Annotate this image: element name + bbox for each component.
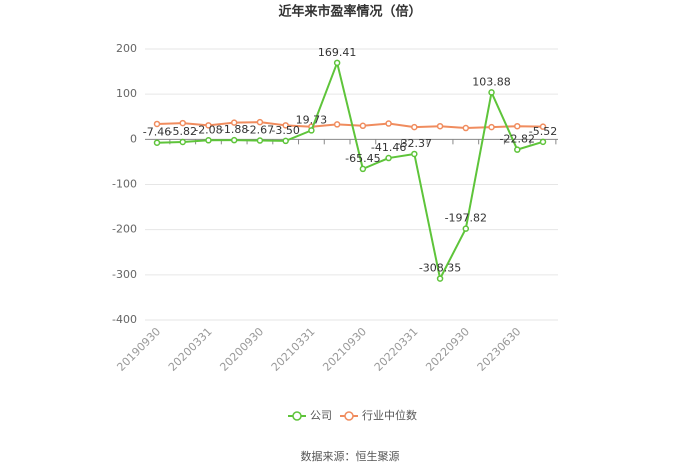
- source: 数据来源：恒生聚源: [301, 449, 400, 463]
- y-tick-label: -200: [112, 223, 137, 236]
- y-tick-label: -100: [112, 178, 137, 191]
- point: [153, 120, 161, 128]
- x-tick-label: 20220930: [423, 325, 472, 374]
- point: [333, 121, 341, 128]
- data-label: -308.35: [419, 262, 461, 275]
- x-tick-label: 20210331: [269, 325, 318, 374]
- data-label: 103.88: [472, 75, 511, 88]
- point: [488, 89, 495, 96]
- point: [462, 124, 470, 132]
- x-tick-label: 20190930: [114, 325, 163, 374]
- data-label: -7.46: [143, 126, 171, 139]
- x-tick-label: 20200331: [166, 325, 215, 374]
- data-label: -65.45: [345, 152, 380, 165]
- point: [256, 118, 264, 126]
- point: [359, 122, 367, 130]
- point: [411, 150, 418, 158]
- data-label: -197.82: [445, 212, 487, 225]
- data-label: -5.52: [529, 125, 557, 138]
- point: [179, 119, 186, 127]
- point: [282, 137, 289, 145]
- point: [539, 123, 547, 130]
- data-label: -41.46: [371, 141, 406, 154]
- data-label: 19.73: [296, 113, 328, 126]
- y-tick-label: -300: [112, 268, 137, 281]
- point: [514, 146, 521, 153]
- point: [230, 119, 238, 126]
- y-tick-label: -400: [112, 313, 137, 326]
- point: [488, 123, 495, 131]
- legend-label: 公司: [310, 409, 332, 422]
- data-label: -3.50: [271, 124, 299, 137]
- x-tick-label: 20200930: [217, 325, 266, 374]
- point: [411, 123, 418, 131]
- point: [205, 137, 212, 144]
- x-tick-label: 20220331: [372, 325, 421, 374]
- data-label: -5.82: [168, 125, 196, 138]
- point: [385, 120, 392, 127]
- data-label: -1.88: [220, 123, 248, 136]
- point: [436, 122, 444, 130]
- point: [153, 139, 161, 146]
- point: [436, 275, 444, 282]
- point: [359, 165, 367, 173]
- data-label: -32.37: [397, 137, 432, 150]
- point: [308, 127, 315, 134]
- point: [385, 154, 392, 162]
- point: [256, 137, 264, 144]
- series-line: [156, 59, 544, 282]
- data-label: -22.82: [500, 133, 535, 146]
- y-tick-label: 0: [130, 132, 137, 145]
- y-tick-label: 100: [116, 87, 137, 100]
- point: [539, 138, 547, 146]
- point: [205, 122, 212, 129]
- data-label: -2.67: [246, 124, 274, 137]
- point: [462, 225, 470, 232]
- data-label: 169.41: [318, 46, 357, 59]
- data-label: -2.08: [194, 123, 222, 136]
- point: [514, 122, 521, 130]
- point: [282, 122, 289, 129]
- chart-title: 近年来市盈率情况（倍）: [278, 4, 421, 20]
- series-line: [156, 121, 544, 130]
- point: [333, 59, 341, 67]
- x-tick-label: 20230630: [475, 325, 524, 374]
- legend-marker: [292, 411, 302, 421]
- legend-marker: [344, 411, 354, 421]
- legend-label: 行业中位数: [362, 408, 417, 422]
- x-tick-label: 20210930: [320, 325, 369, 374]
- y-tick-label: 200: [116, 42, 137, 55]
- point: [230, 136, 238, 144]
- point: [179, 138, 186, 146]
